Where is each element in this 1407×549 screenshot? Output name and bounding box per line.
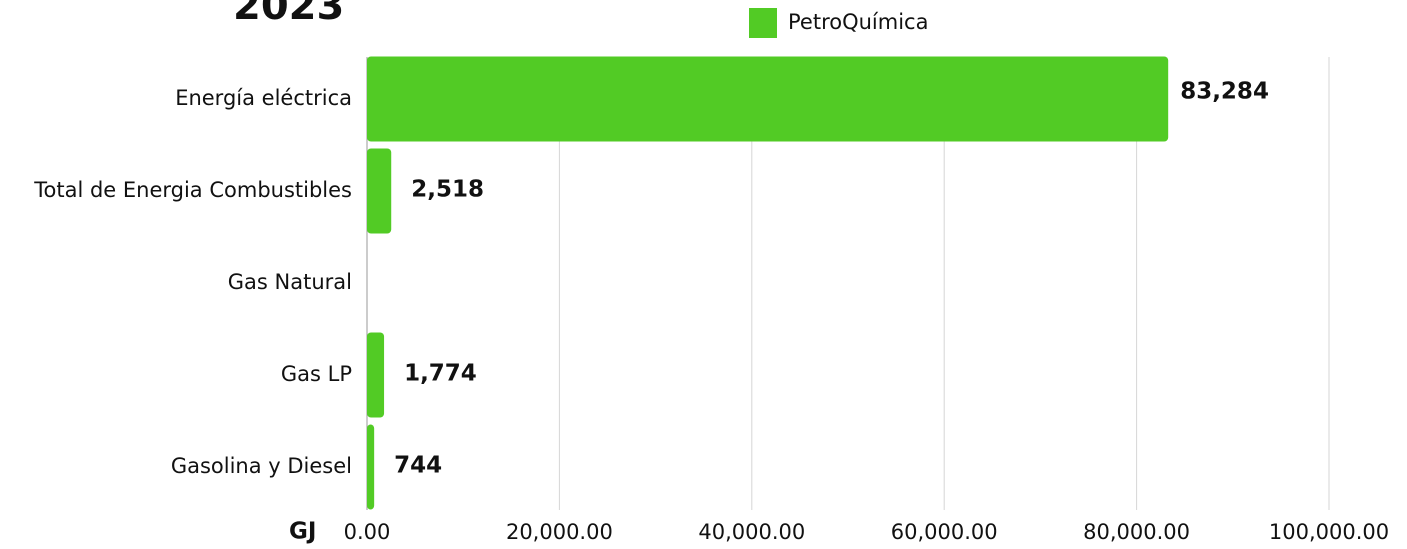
legend-label: PetroQuímica: [788, 10, 928, 34]
x-tick-label: 0.00: [344, 520, 391, 544]
x-tick-label: 40,000.00: [698, 520, 805, 544]
y-tick-label: Energía eléctrica: [175, 86, 352, 110]
data-label: 1,774: [404, 361, 477, 387]
bar: [367, 332, 385, 418]
y-tick-label: Gasolina y Diesel: [171, 454, 352, 478]
x-axis-label: GJ: [289, 519, 316, 545]
x-tick-label: 20,000.00: [506, 520, 613, 544]
data-label: 744: [394, 453, 442, 479]
bar: [367, 424, 375, 510]
bar: [367, 148, 392, 234]
data-label: 2,518: [411, 177, 484, 203]
y-tick-label: Gas LP: [281, 362, 352, 386]
legend-swatch: [749, 8, 777, 38]
chart-title: 2023: [233, 0, 344, 29]
bar: [367, 56, 1169, 142]
data-label: 83,284: [1180, 79, 1269, 105]
x-tick-label: 80,000.00: [1083, 520, 1190, 544]
y-tick-label: Gas Natural: [228, 270, 352, 294]
x-tick-label: 100,000.00: [1269, 520, 1389, 544]
x-tick-label: 60,000.00: [891, 520, 998, 544]
y-tick-label: Total de Energia Combustibles: [33, 178, 352, 202]
